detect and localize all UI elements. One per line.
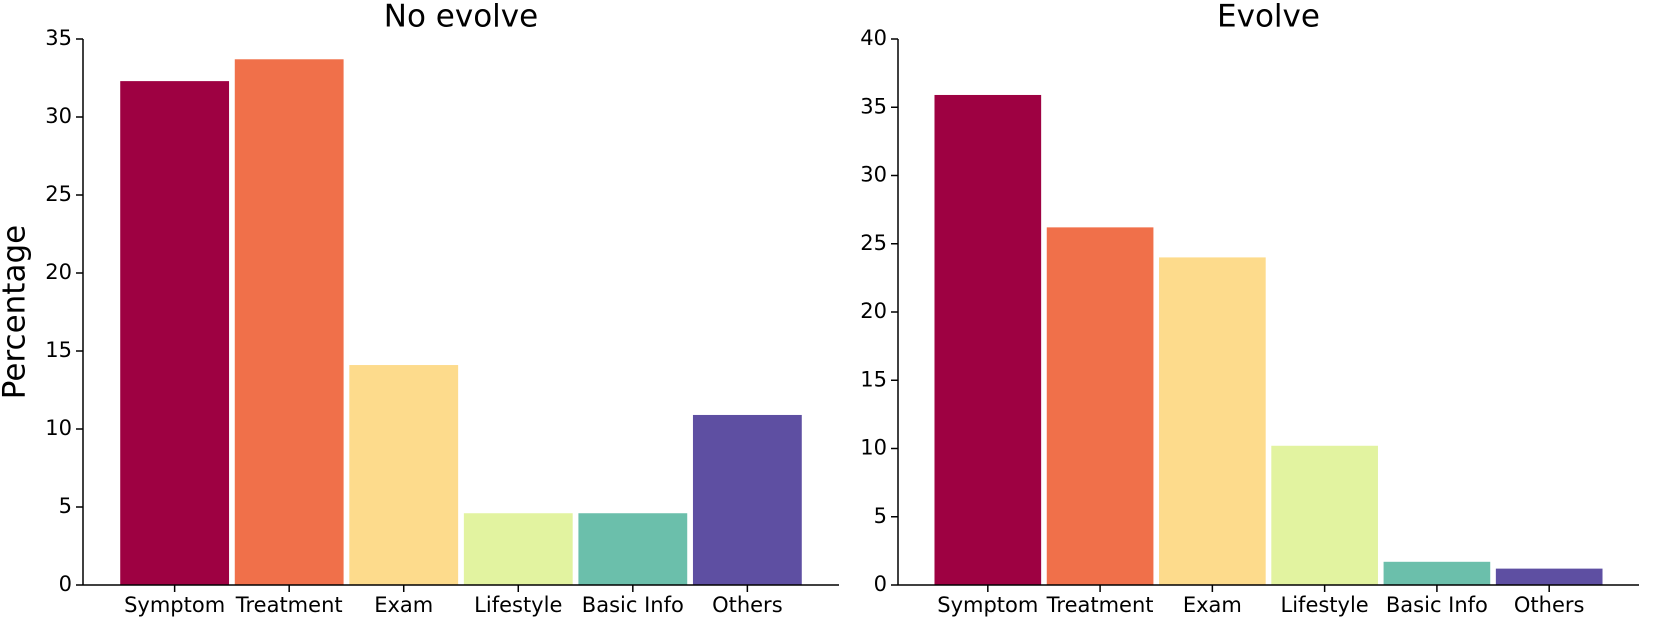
y-tick-label: 5: [874, 504, 887, 528]
x-tick-label: Lifestyle: [474, 593, 562, 617]
y-tick-label: 40: [860, 26, 887, 50]
bar: [463, 513, 573, 585]
chart-title: No evolve: [384, 0, 538, 35]
y-tick-label: 15: [45, 338, 72, 362]
y-tick-label: 35: [860, 94, 887, 118]
bar: [1271, 445, 1378, 585]
y-tick-label: 10: [860, 436, 887, 460]
bar: [234, 59, 344, 585]
y-tick-label: 30: [45, 104, 72, 128]
chart-title: Evolve: [1217, 0, 1320, 35]
x-tick-label: Others: [712, 593, 783, 617]
y-tick-label: 20: [860, 299, 887, 323]
y-tick-label: 15: [860, 367, 887, 391]
y-tick-label: 35: [45, 26, 72, 50]
y-tick-label: 0: [59, 572, 72, 596]
x-tick-label: Exam: [374, 593, 433, 617]
bar: [934, 94, 1042, 585]
bar: [1046, 227, 1154, 585]
x-tick-label: Others: [1514, 593, 1585, 617]
x-tick-label: Treatment: [235, 593, 343, 617]
y-tick-label: 25: [45, 182, 72, 206]
bar: [120, 81, 230, 586]
y-tick-label: 30: [860, 163, 887, 187]
x-tick-label: Basic Info: [582, 593, 684, 617]
x-tick-label: Symptom: [937, 593, 1038, 617]
y-tick-label: 20: [45, 260, 72, 284]
y-axis-label: Percentage: [0, 225, 33, 399]
x-tick-label: Exam: [1183, 593, 1242, 617]
y-tick-label: 0: [874, 572, 887, 596]
bar: [692, 414, 802, 585]
x-tick-label: Basic Info: [1386, 593, 1488, 617]
bar: [349, 365, 459, 585]
y-tick-label: 10: [45, 416, 72, 440]
bar: [578, 513, 688, 585]
bar: [1495, 568, 1603, 585]
x-tick-label: Treatment: [1046, 593, 1154, 617]
bar: [1159, 257, 1266, 585]
y-tick-label: 5: [59, 494, 72, 518]
x-tick-label: Symptom: [124, 593, 225, 617]
bar: [1383, 561, 1491, 585]
y-tick-label: 25: [860, 231, 887, 255]
x-tick-label: Lifestyle: [1281, 593, 1369, 617]
